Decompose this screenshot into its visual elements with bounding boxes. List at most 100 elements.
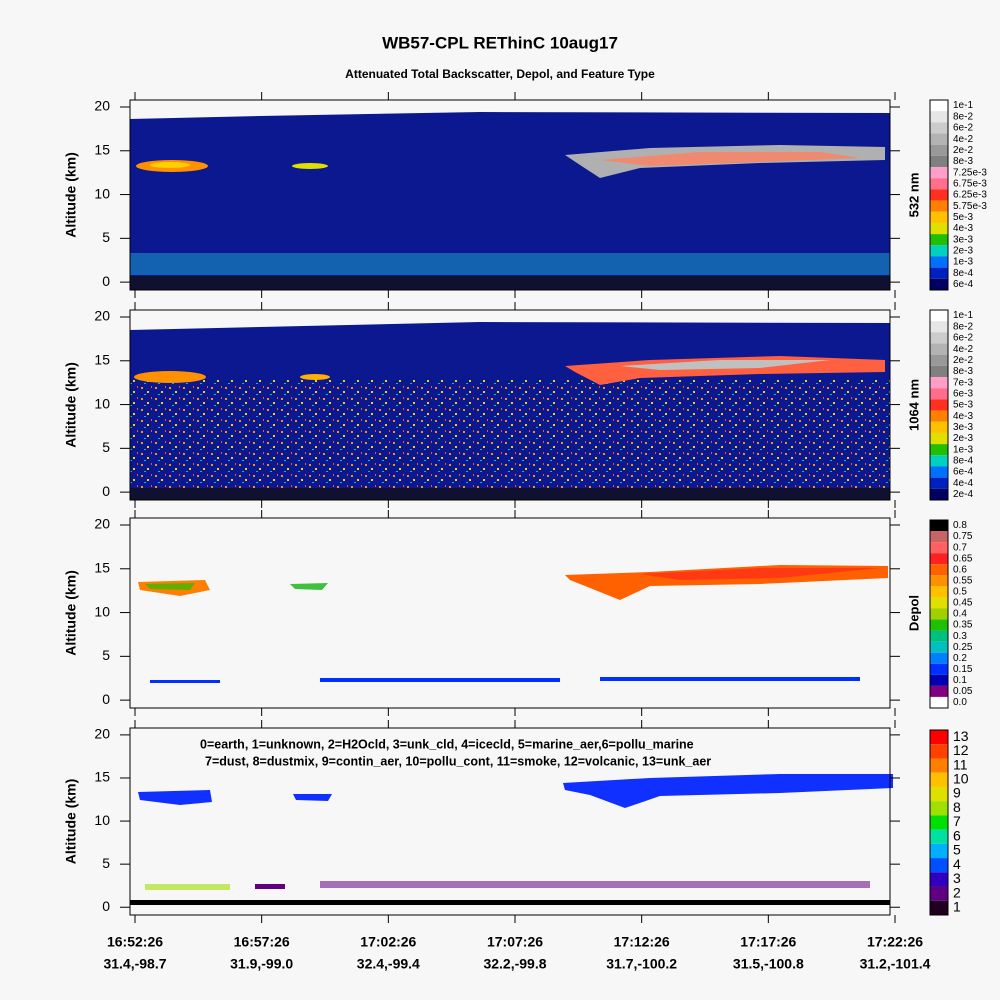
colorbar-tick-label: 5 bbox=[953, 842, 961, 858]
colorbar-tick-label: 8e-4 bbox=[953, 268, 973, 279]
colorbar-tick-label: 3 bbox=[953, 870, 961, 886]
colorbar-swatch bbox=[930, 410, 948, 422]
colorbar-swatch bbox=[930, 234, 948, 246]
colorbar-swatch bbox=[930, 652, 948, 664]
y-axis-label: Altitude (km) bbox=[63, 362, 79, 448]
colorbar-tick-label: 7.25e-3 bbox=[953, 167, 987, 178]
x-position-label: 32.4,-99.4 bbox=[357, 956, 420, 972]
colorbar-swatch bbox=[930, 178, 948, 190]
colorbar-swatch bbox=[930, 444, 948, 456]
colorbar-swatch bbox=[930, 122, 948, 134]
colorbar-swatch bbox=[930, 843, 948, 859]
y-tick-label: 15 bbox=[94, 559, 110, 575]
colorbar-tick-label: 1e-1 bbox=[953, 100, 973, 111]
colorbar-swatch bbox=[930, 488, 948, 500]
y-tick-label: 10 bbox=[94, 395, 110, 411]
colorbar-swatch bbox=[930, 772, 948, 787]
colorbar-swatch bbox=[930, 801, 948, 816]
colorbar-swatch bbox=[930, 421, 948, 433]
colorbar-swatch bbox=[930, 758, 948, 773]
colorbar-frame bbox=[929, 99, 949, 291]
x-time-label: 16:52:26 bbox=[107, 934, 163, 950]
colorbar-swatch bbox=[930, 630, 948, 642]
colorbar-tick-label: 4e-4 bbox=[953, 478, 973, 489]
curtain-532 bbox=[130, 112, 890, 290]
colorbar-tick-label: 2e-3 bbox=[953, 246, 973, 257]
colorbar-swatch bbox=[930, 575, 948, 587]
y-tick-label: 5 bbox=[102, 229, 110, 245]
colorbar-swatch bbox=[930, 100, 948, 112]
colorbar-tick-label: 5.75e-3 bbox=[953, 201, 987, 212]
colorbar-swatch bbox=[930, 663, 948, 675]
colorbar-swatch bbox=[930, 685, 948, 697]
colorbar-tick-label: 7e-3 bbox=[953, 377, 973, 388]
colorbar-tick-label: 2e-4 bbox=[953, 489, 973, 500]
colorbar-tick-label: 0.4 bbox=[953, 609, 967, 620]
colorbar-tick-label: 0.25 bbox=[953, 642, 973, 653]
x-time-label: 17:07:26 bbox=[487, 934, 543, 950]
y-tick-label: 5 bbox=[102, 647, 110, 663]
annotation: 7=dust, 8=dustmix, 9=contin_aer, 10=poll… bbox=[205, 754, 711, 768]
colorbar-swatch bbox=[930, 608, 948, 620]
colorbar-frame bbox=[929, 519, 949, 709]
colorbar-swatch bbox=[930, 641, 948, 653]
colorbar-swatch bbox=[930, 144, 948, 156]
colorbar-tick-label: 0.1 bbox=[953, 675, 967, 686]
colorbar-swatch bbox=[930, 211, 948, 223]
y-tick-label: 5 bbox=[102, 439, 110, 455]
colorbar-swatch bbox=[930, 815, 948, 830]
colorbar-tick-label: 6.25e-3 bbox=[953, 190, 987, 201]
colorbar-swatch bbox=[930, 786, 948, 802]
colorbar-swatch bbox=[930, 477, 948, 489]
colorbar-swatch bbox=[930, 597, 948, 609]
colorbar-tick-label: 1e-3 bbox=[953, 257, 973, 268]
colorbar-tick-label: 0.75 bbox=[953, 531, 973, 542]
colorbar-swatch bbox=[930, 245, 948, 257]
annotation: 0=earth, 1=unknown, 2=H2Ocld, 3=unk_cld,… bbox=[200, 737, 694, 751]
colorbar-tick-label: 2 bbox=[953, 884, 961, 900]
colorbar-swatch bbox=[930, 267, 948, 279]
colorbar-tick-label: 6e-2 bbox=[953, 333, 973, 344]
y-tick-label: 10 bbox=[94, 185, 110, 201]
y-tick-label: 0 bbox=[102, 898, 110, 914]
colorbar-swatch bbox=[930, 900, 948, 915]
colorbar-swatch bbox=[930, 531, 948, 543]
colorbar-swatch bbox=[930, 200, 948, 212]
colorbar-tick-label: 6e-4 bbox=[953, 467, 973, 478]
x-position-label: 31.4,-98.7 bbox=[103, 956, 166, 972]
y-tick-label: 0 bbox=[102, 483, 110, 499]
y-tick-label: 0 bbox=[102, 273, 110, 289]
colorbar-tick-label: 0.55 bbox=[953, 575, 973, 586]
colorbar-tick-label: 1 bbox=[953, 899, 961, 915]
x-time-label: 17:17:26 bbox=[740, 934, 796, 950]
y-tick-label: 20 bbox=[94, 726, 110, 742]
y-tick-label: 15 bbox=[94, 141, 110, 157]
colorbar-swatch bbox=[930, 167, 948, 179]
subtitle: Attenuated Total Backscatter, Depol, and… bbox=[345, 67, 655, 81]
colorbar-tick-label: 0.6 bbox=[953, 564, 967, 575]
colorbar-label: 1064 nm bbox=[906, 379, 921, 431]
colorbar-swatch bbox=[930, 542, 948, 554]
colorbar-tick-label: 13 bbox=[953, 728, 969, 744]
colorbar-swatch bbox=[930, 256, 948, 268]
colorbar-tick-label: 3e-3 bbox=[953, 422, 973, 433]
y-tick-label: 15 bbox=[94, 351, 110, 367]
colorbar-swatch bbox=[930, 354, 948, 366]
x-time-label: 17:22:26 bbox=[867, 934, 923, 950]
curtain-1064 bbox=[130, 322, 890, 500]
colorbar-tick-label: 8 bbox=[953, 799, 961, 815]
colorbar-swatch bbox=[930, 466, 948, 478]
colorbar-swatch bbox=[930, 432, 948, 445]
colorbar-tick-label: 0.05 bbox=[953, 686, 973, 697]
colorbar-tick-label: 4 bbox=[953, 856, 961, 872]
curtain-feature bbox=[130, 774, 893, 905]
x-time-label: 17:02:26 bbox=[360, 934, 416, 950]
colorbar-tick-label: 0.35 bbox=[953, 620, 973, 631]
colorbar-tick-label: 7 bbox=[953, 813, 961, 829]
y-tick-label: 20 bbox=[94, 308, 110, 324]
colorbar-swatch bbox=[930, 520, 948, 532]
colorbar-swatch bbox=[930, 111, 948, 123]
colorbar-tick-label: 0.0 bbox=[953, 697, 967, 708]
y-axis-label: Altitude (km) bbox=[63, 152, 79, 238]
